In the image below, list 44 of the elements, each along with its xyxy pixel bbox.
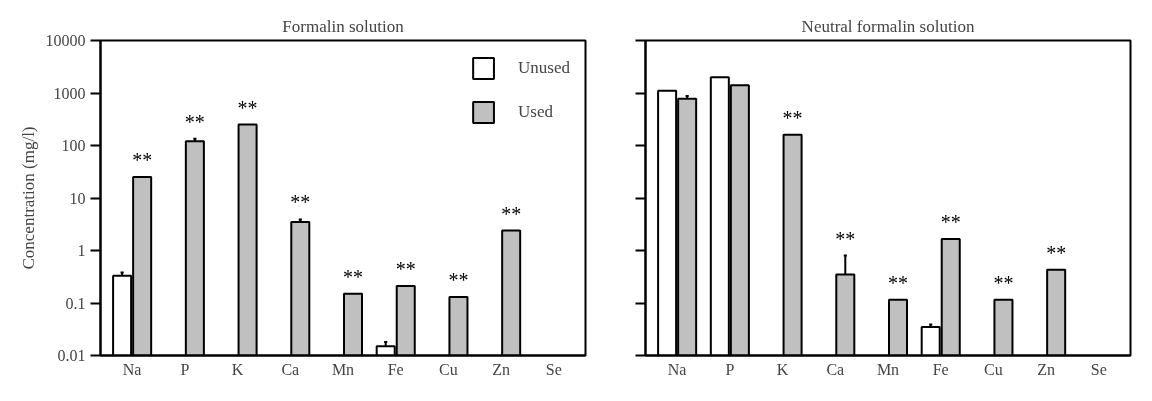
x-tick-label: Mn bbox=[876, 360, 900, 378]
chart-title: Neutral formalin solution bbox=[801, 16, 975, 36]
y-tick-label: 10 bbox=[69, 189, 86, 207]
y-tick-label: 100 bbox=[61, 137, 86, 154]
legend-label: Used bbox=[518, 102, 553, 122]
annotation: ** bbox=[132, 149, 153, 172]
annotation: ** bbox=[782, 106, 803, 129]
x-tick-label: Cu bbox=[984, 360, 1003, 378]
x-tick-label: Zn bbox=[492, 360, 511, 378]
annotation: ** bbox=[395, 258, 416, 281]
x-tick-label: Na bbox=[122, 360, 142, 378]
x-tick-label: Na bbox=[667, 360, 687, 378]
x-tick-label: Ca bbox=[826, 360, 845, 378]
y-tick-label: 0.01 bbox=[57, 347, 86, 364]
annotation: ** bbox=[835, 227, 856, 250]
y-tick-label: 0.1 bbox=[65, 294, 86, 312]
annotation: ** bbox=[448, 269, 469, 292]
x-tick-label: Cu bbox=[439, 360, 458, 378]
annotation: ** bbox=[940, 211, 961, 234]
annotation: ** bbox=[290, 191, 311, 214]
x-tick-label: K bbox=[776, 360, 789, 378]
y-tick-label: 1 bbox=[77, 242, 86, 259]
y-axis-title: Concentration (mg/l) bbox=[18, 126, 38, 270]
x-tick-label: Fe bbox=[387, 360, 404, 378]
chart-title: Formalin solution bbox=[282, 16, 405, 36]
x-tick-label: Ca bbox=[281, 360, 300, 378]
annotation: ** bbox=[1046, 241, 1067, 264]
y-tick-label: 1000 bbox=[53, 84, 86, 102]
annotation: ** bbox=[237, 96, 258, 119]
annotation: ** bbox=[993, 271, 1014, 294]
x-tick-label: K bbox=[231, 360, 244, 378]
legend-label: Unused bbox=[518, 58, 570, 78]
annotation: ** bbox=[501, 202, 522, 225]
annotation: ** bbox=[184, 110, 205, 133]
x-tick-label: Se bbox=[1090, 360, 1107, 378]
x-tick-label: P bbox=[725, 360, 735, 378]
x-tick-label: Fe bbox=[932, 360, 949, 378]
y-tick-label: 10000 bbox=[45, 32, 86, 49]
x-tick-label: P bbox=[180, 360, 190, 378]
x-tick-label: Zn bbox=[1037, 360, 1056, 378]
x-tick-label: Mn bbox=[331, 360, 355, 378]
x-tick-label: Se bbox=[545, 360, 562, 378]
annotation: ** bbox=[888, 271, 909, 294]
annotation: ** bbox=[343, 265, 364, 288]
